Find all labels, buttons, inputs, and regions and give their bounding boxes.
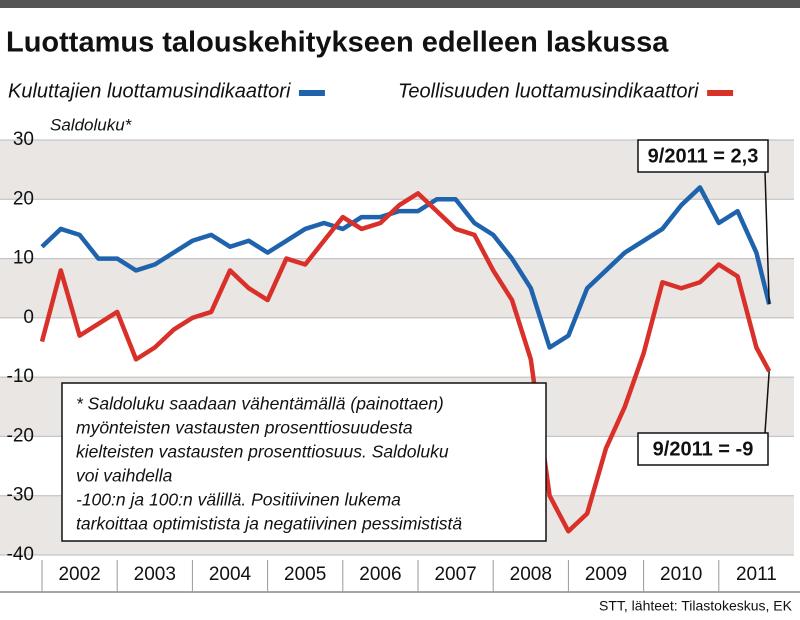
annotation: 9/2011 = -9 [653, 438, 754, 460]
y-tick-label: 30 [13, 129, 34, 150]
note-line: myönteisten vastausten prosenttiosuudest… [76, 418, 413, 438]
note-line: tarkoittaa optimistista ja negatiivinen … [76, 514, 462, 534]
y-tick-label: 0 [23, 307, 34, 328]
note: * Saldoluku saadaan vähentämällä (painot… [61, 382, 547, 542]
callout [764, 171, 770, 305]
y-tick-label: -40 [7, 544, 34, 565]
x-tick-label: 2002 [58, 564, 100, 585]
legend-label: Kuluttajien luottamusindikaattori [8, 80, 291, 102]
chart-title: Luottamus talouskehitykseen edelleen las… [6, 27, 669, 59]
note-line: * Saldoluku saadaan vähentämällä (painot… [76, 394, 444, 414]
x-tick-label: 2007 [434, 564, 476, 585]
series-line [40, 185, 772, 350]
top-stripe [0, 0, 800, 8]
x-tick-label: 2011 [736, 564, 777, 585]
y-tick-label: -30 [7, 485, 34, 506]
callout [764, 371, 770, 434]
source: STT, lähteet: Tilastokeskus, EK [599, 598, 793, 614]
note-line: -100:n ja 100:n välillä. Positiivinen lu… [76, 490, 401, 510]
x-tick-label: 2006 [359, 564, 401, 585]
x-tick-label: 2010 [660, 564, 702, 585]
y-tick-label: -10 [7, 366, 34, 387]
x-tick-label: 2009 [585, 564, 627, 585]
legend-label: Teollisuuden luottamusindikaattori [398, 80, 699, 102]
x-tick-label: 2004 [209, 564, 252, 585]
annotation: 9/2011 = 2,3 [648, 145, 759, 167]
annotation-box [637, 432, 769, 466]
y-tick-label: 10 [13, 248, 34, 269]
annotation-box [637, 139, 769, 173]
note-line: kielteisten vastausten prosenttiosuus. S… [76, 442, 449, 462]
note-line: voi vaihdella [76, 466, 173, 486]
x-tick-label: 2008 [510, 564, 552, 585]
series-line [39, 191, 772, 534]
x-tick-label: 2005 [284, 564, 326, 585]
y-tick-label: 20 [13, 188, 34, 209]
note-box [61, 382, 547, 542]
x-tick-label: 2003 [134, 564, 176, 585]
y-axis-label: Saldoluku* [50, 115, 133, 134]
y-tick-label: -20 [7, 425, 34, 446]
